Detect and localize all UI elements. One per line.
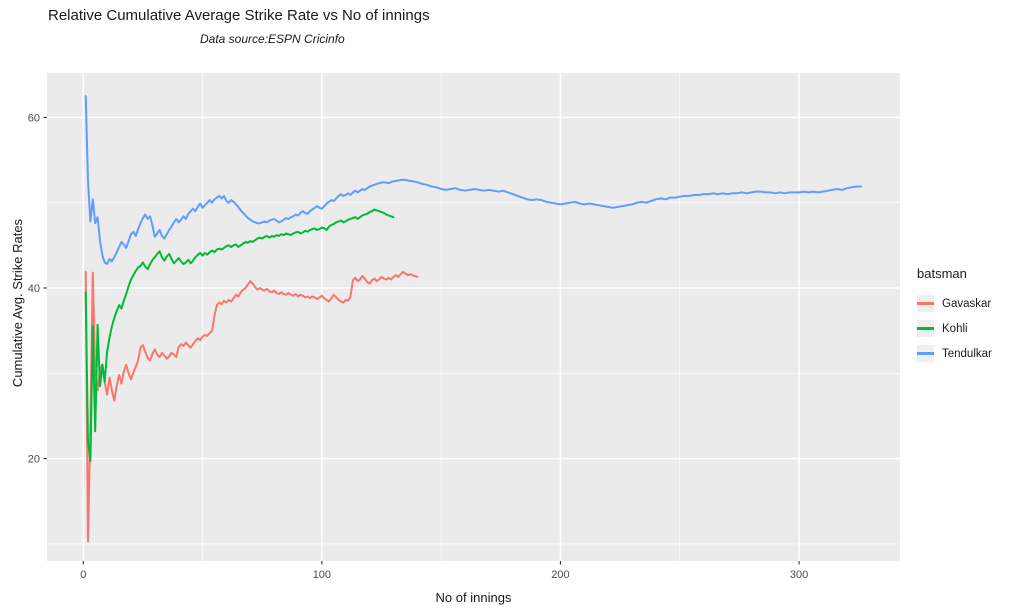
legend-key-kohli <box>917 320 934 337</box>
series-line-kohli <box>84 208 395 463</box>
legend-item-kohli: Kohli <box>917 320 992 337</box>
legend-key-line-icon <box>917 352 934 355</box>
legend-item-tendulkar: Tendulkar <box>917 345 992 362</box>
y-tick-label: 40 <box>28 283 40 295</box>
x-tick-label: 200 <box>551 569 569 581</box>
x-axis-title: No of innings <box>435 590 512 605</box>
y-axis-title: Cumulative Avg. Strike Rates <box>10 218 25 388</box>
legend-label-gavaskar: Gavaskar <box>942 297 992 310</box>
legend-title: batsman <box>917 266 967 281</box>
legend-label-tendulkar: Tendulkar <box>942 347 992 360</box>
y-tick-label: 20 <box>28 454 40 466</box>
series-line-tendulkar <box>84 95 863 266</box>
legend: batsman Gavaskar Kohli Tendulkar <box>917 266 992 370</box>
chart-subtitle: Data source:ESPN Cricinfo <box>200 32 345 46</box>
legend-item-gavaskar: Gavaskar <box>917 295 992 312</box>
legend-label-kohli: Kohli <box>942 322 968 335</box>
x-tick-label: 300 <box>790 569 808 581</box>
chart-title: Relative Cumulative Average Strike Rate … <box>48 7 430 24</box>
legend-key-tendulkar <box>917 345 934 362</box>
plot-panel <box>47 73 900 561</box>
series-line-gavaskar <box>84 270 419 543</box>
x-tick-label: 0 <box>80 569 86 581</box>
legend-key-line-icon <box>917 327 934 330</box>
y-tick-label: 60 <box>28 112 40 124</box>
x-tick-label: 100 <box>313 569 331 581</box>
legend-key-line-icon <box>917 302 934 305</box>
legend-key-gavaskar <box>917 295 934 312</box>
